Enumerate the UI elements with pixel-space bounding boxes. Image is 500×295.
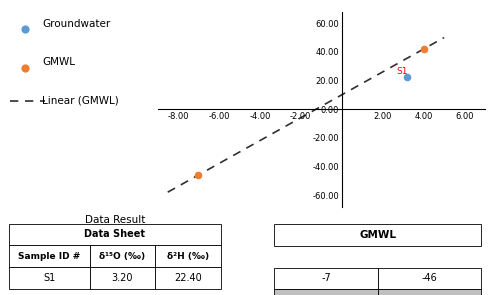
Point — [420, 47, 428, 51]
Bar — [90, 267, 155, 289]
Bar — [90, 245, 155, 267]
Text: GMWL: GMWL — [359, 230, 396, 240]
Text: 3.20: 3.20 — [112, 273, 133, 283]
Bar — [155, 245, 220, 267]
Bar — [274, 268, 378, 289]
Bar — [10, 245, 90, 267]
Text: Data Result: Data Result — [85, 215, 145, 225]
Bar — [10, 224, 220, 245]
Bar — [274, 224, 480, 246]
Text: S1: S1 — [44, 273, 56, 283]
Text: Sample ID #: Sample ID # — [18, 252, 80, 261]
Point — [194, 173, 202, 177]
Bar — [155, 267, 220, 289]
Text: δ²H (‰): δ²H (‰) — [167, 252, 209, 261]
Text: Data Sheet: Data Sheet — [84, 230, 146, 240]
Text: -46: -46 — [421, 273, 437, 283]
Text: S1: S1 — [396, 67, 407, 76]
Bar — [378, 289, 480, 295]
Point — [403, 75, 411, 79]
Text: GMWL: GMWL — [42, 57, 76, 67]
Text: Groundwater: Groundwater — [42, 19, 111, 29]
Bar — [10, 267, 90, 289]
Bar — [274, 289, 378, 295]
Text: Linear (GMWL): Linear (GMWL) — [42, 95, 119, 105]
Text: -7: -7 — [321, 273, 331, 283]
Text: 22.40: 22.40 — [174, 273, 202, 283]
Text: δ¹⁵O (‰): δ¹⁵O (‰) — [100, 252, 146, 261]
Point — [112, 12, 120, 17]
Bar — [378, 268, 480, 289]
